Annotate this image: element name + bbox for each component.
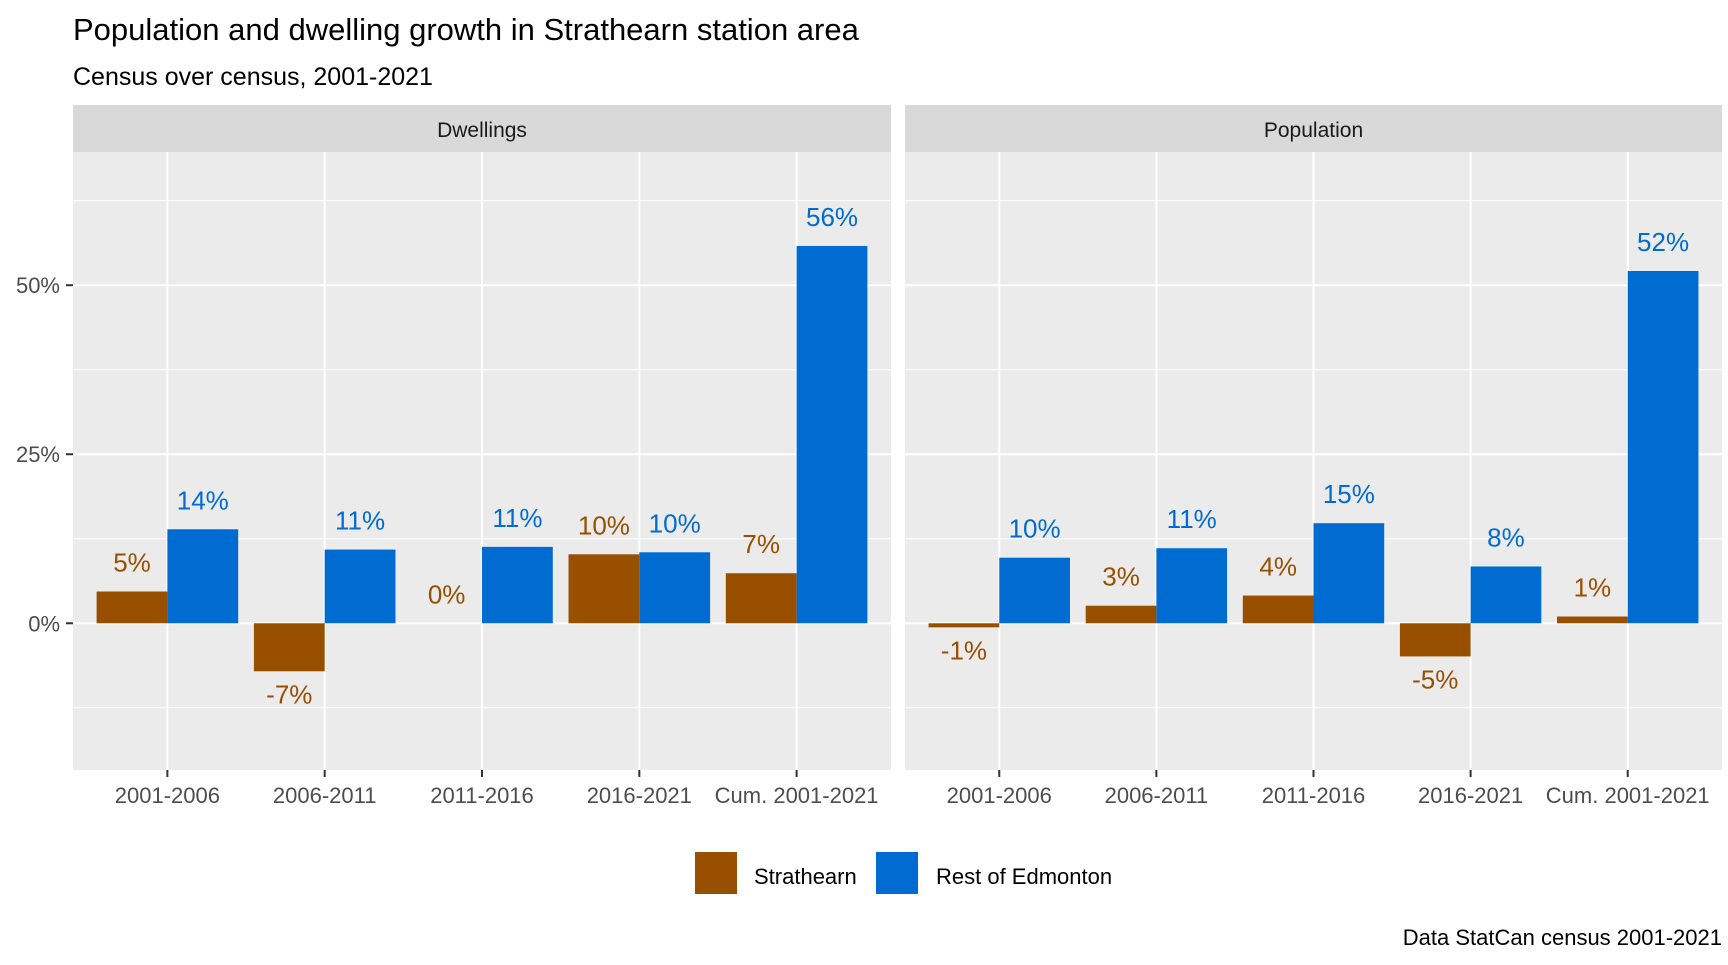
legend-key-strathearn [695,852,737,894]
bar-strathearn [928,623,1000,628]
bar-rest-of-edmonton [1470,566,1542,624]
data-label: -5% [1412,664,1458,694]
legend-label-rest-of-edmonton: Rest of Edmonton [936,864,1112,889]
chart-title: Population and dwelling growth in Strath… [73,12,860,47]
data-label: 15% [1323,479,1375,509]
data-label: 10% [649,508,701,538]
chart-caption: Data StatCan census 2001-2021 [1403,925,1722,950]
bar-strathearn [725,573,797,624]
bar-rest-of-edmonton [482,546,553,624]
x-tick-label: 2016-2021 [1418,783,1523,808]
x-tick-label: Cum. 2001-2021 [715,783,879,808]
y-tick-label: 0% [28,611,60,636]
x-tick-label: 2001-2006 [947,783,1052,808]
data-label: 10% [1009,514,1061,544]
bar-rest-of-edmonton [999,557,1070,624]
bar-rest-of-edmonton [324,549,396,624]
data-label: 10% [578,510,630,540]
x-tick-label: Cum. 2001-2021 [1546,783,1710,808]
data-label: 11% [492,503,542,533]
data-label: 56% [806,202,858,232]
data-label: 11% [1167,504,1217,534]
data-label: 5% [113,547,151,577]
bar-rest-of-edmonton [796,245,868,624]
data-label: 4% [1259,552,1297,582]
bar-strathearn [568,554,640,624]
data-label: 52% [1637,227,1689,257]
data-label: -7% [266,679,312,709]
legend-label-strathearn: Strathearn [754,864,857,889]
y-tick-label: 50% [16,273,60,298]
legend-key-rest-of-edmonton [876,852,918,894]
bar-rest-of-edmonton [1313,523,1385,624]
bar-rest-of-edmonton [639,552,711,624]
data-label: 3% [1102,562,1140,592]
bar-strathearn [96,591,168,624]
facet-strip-label: Dwellings [437,119,527,142]
bar-rest-of-edmonton [1627,271,1699,624]
bar-rest-of-edmonton [1156,548,1228,624]
x-tick-label: 2006-2011 [1105,783,1209,808]
data-label: 0% [428,579,466,609]
facet-strip-label: Population [1264,119,1363,142]
chart-subtitle: Census over census, 2001-2021 [73,63,433,91]
x-tick-label: 2011-2016 [430,783,534,808]
data-label: 11% [335,506,385,536]
x-tick-label: 2001-2006 [115,783,220,808]
x-tick-label: 2006-2011 [273,783,377,808]
x-tick-label: 2016-2021 [587,783,692,808]
bar-rest-of-edmonton [167,529,239,624]
data-label: -1% [941,635,987,665]
bar-strathearn [1085,605,1157,624]
bar-strathearn [253,623,325,672]
data-label: 1% [1574,573,1612,603]
bar-strathearn [1557,616,1628,624]
bar-strathearn [1242,595,1314,624]
data-label: 14% [177,485,229,515]
facet-strip [73,105,891,152]
facet-strip [905,105,1722,152]
bar-strathearn [1399,623,1471,657]
y-tick-label: 25% [16,442,60,467]
x-tick-label: 2011-2016 [1262,783,1366,808]
legend: Strathearn Rest of Edmonton [695,852,1112,894]
data-label: 7% [742,529,780,559]
data-label: 8% [1487,522,1525,552]
